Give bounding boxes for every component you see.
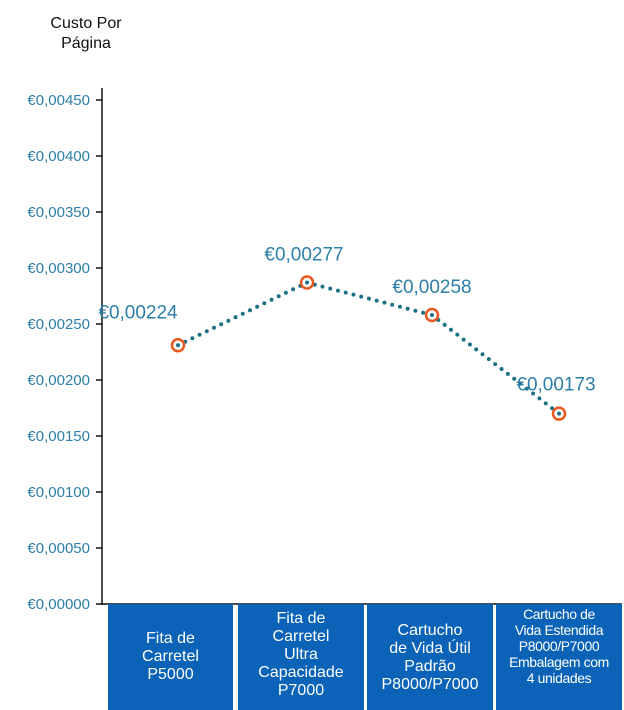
y-tick-label: €0,00400 [27, 148, 90, 165]
y-tick-label: €0,00000 [27, 596, 90, 613]
x-category-box: Fita de Carretel P5000 [108, 604, 233, 710]
y-tick-label: €0,00250 [27, 316, 90, 333]
y-tick-label: €0,00150 [27, 428, 90, 445]
y-tick-label: €0,00100 [27, 484, 90, 501]
series-line-segment [305, 280, 434, 318]
series-line-segment [430, 313, 561, 416]
data-point-center [430, 313, 434, 318]
data-label: €0,00277 [264, 245, 343, 266]
x-category-label: Fita de Carretel Ultra Capacidade P7000 [258, 610, 344, 699]
x-category-label: Cartucho de Vida Estendida P8000/P7000 E… [509, 606, 609, 686]
y-tick-label: €0,00050 [27, 540, 90, 557]
y-tick-label: €0,00350 [27, 204, 90, 221]
y-axis-title: Custo Por Página [50, 15, 122, 52]
x-category-label: Cartucho de Vida Útil Padrão P8000/P7000 [381, 622, 479, 693]
series-line-segment [176, 280, 309, 348]
data-label: €0,00258 [392, 277, 471, 298]
y-tick-label: €0,00200 [27, 372, 90, 389]
x-category-box: Cartucho de Vida Útil Padrão P8000/P7000 [367, 604, 493, 710]
x-category-box: Cartucho de Vida Estendida P8000/P7000 E… [496, 604, 622, 710]
data-label: €0,00224 [98, 302, 178, 323]
x-category-label: Fita de Carretel P5000 [142, 630, 199, 683]
y-tick-label: €0,00300 [27, 260, 90, 277]
data-point-center [176, 343, 180, 348]
data-point-center [557, 411, 561, 416]
data-point-center [305, 280, 309, 285]
y-tick-label: €0,00450 [27, 92, 90, 109]
data-label: €0,00173 [516, 375, 595, 396]
x-category-box: Fita de Carretel Ultra Capacidade P7000 [238, 604, 364, 710]
